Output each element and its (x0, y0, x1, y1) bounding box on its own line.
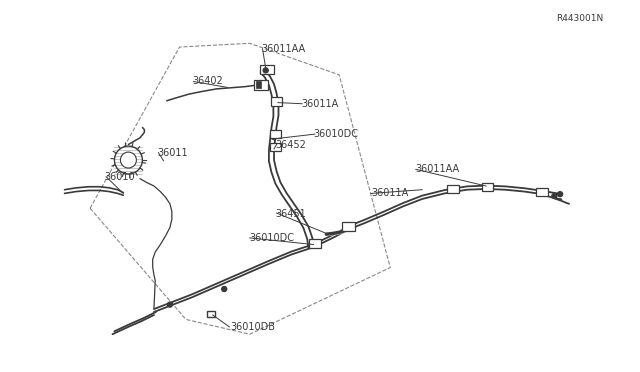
Bar (257, 81, 261, 88)
Text: 36010: 36010 (104, 172, 135, 182)
Circle shape (263, 68, 268, 73)
Text: 36452: 36452 (275, 140, 306, 150)
Bar (254, 80, 268, 90)
Circle shape (168, 302, 172, 307)
Bar (342, 222, 355, 231)
Bar (309, 239, 321, 248)
Bar (207, 311, 216, 317)
Circle shape (552, 193, 557, 199)
Text: 36010DB: 36010DB (230, 322, 276, 332)
Circle shape (557, 192, 563, 197)
Circle shape (271, 145, 276, 150)
Bar (269, 130, 281, 138)
Text: 36010DC: 36010DC (250, 233, 295, 243)
Bar (269, 143, 281, 151)
Circle shape (120, 152, 136, 168)
Text: 36011AA: 36011AA (261, 44, 305, 54)
Text: 36010DC: 36010DC (314, 129, 358, 139)
Text: 36011AA: 36011AA (416, 164, 460, 174)
Bar (536, 188, 548, 196)
Bar (447, 185, 459, 193)
Text: 36402: 36402 (192, 77, 223, 86)
Circle shape (346, 225, 351, 230)
Text: R443001N: R443001N (556, 14, 604, 23)
Circle shape (221, 286, 227, 292)
Circle shape (115, 146, 142, 174)
Circle shape (311, 243, 316, 248)
Text: 36451: 36451 (275, 209, 306, 219)
Bar (481, 183, 493, 191)
Text: 36011: 36011 (157, 148, 188, 158)
Text: 36011A: 36011A (371, 188, 408, 198)
Circle shape (271, 135, 276, 140)
Bar (271, 97, 282, 106)
Bar (260, 65, 274, 74)
Text: 36011A: 36011A (301, 99, 338, 109)
